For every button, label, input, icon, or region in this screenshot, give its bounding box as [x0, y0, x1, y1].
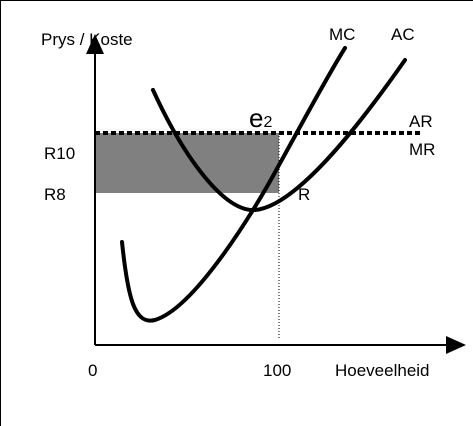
- ac-label: AC: [391, 25, 415, 44]
- mc-curve: [120, 46, 347, 323]
- r-point-label: R: [298, 185, 310, 204]
- ac-curve: [151, 58, 407, 213]
- y-tick-r10: R10: [44, 144, 75, 163]
- mr-label: MR: [409, 140, 435, 159]
- profit-area: [95, 133, 279, 193]
- y-tick-r8: R8: [44, 185, 66, 204]
- mc-label: MC: [329, 25, 355, 44]
- y-axis-arrow: [86, 34, 104, 54]
- x-tick-100: 100: [263, 361, 291, 380]
- x-tick-0: 0: [88, 361, 97, 380]
- equilibrium-label: e2: [249, 103, 272, 133]
- x-axis-label: Hoeveelheid: [335, 361, 430, 380]
- ar-label: AR: [409, 112, 433, 131]
- y-axis-label: Prys / Koste: [41, 30, 133, 49]
- x-axis-arrow: [446, 336, 466, 354]
